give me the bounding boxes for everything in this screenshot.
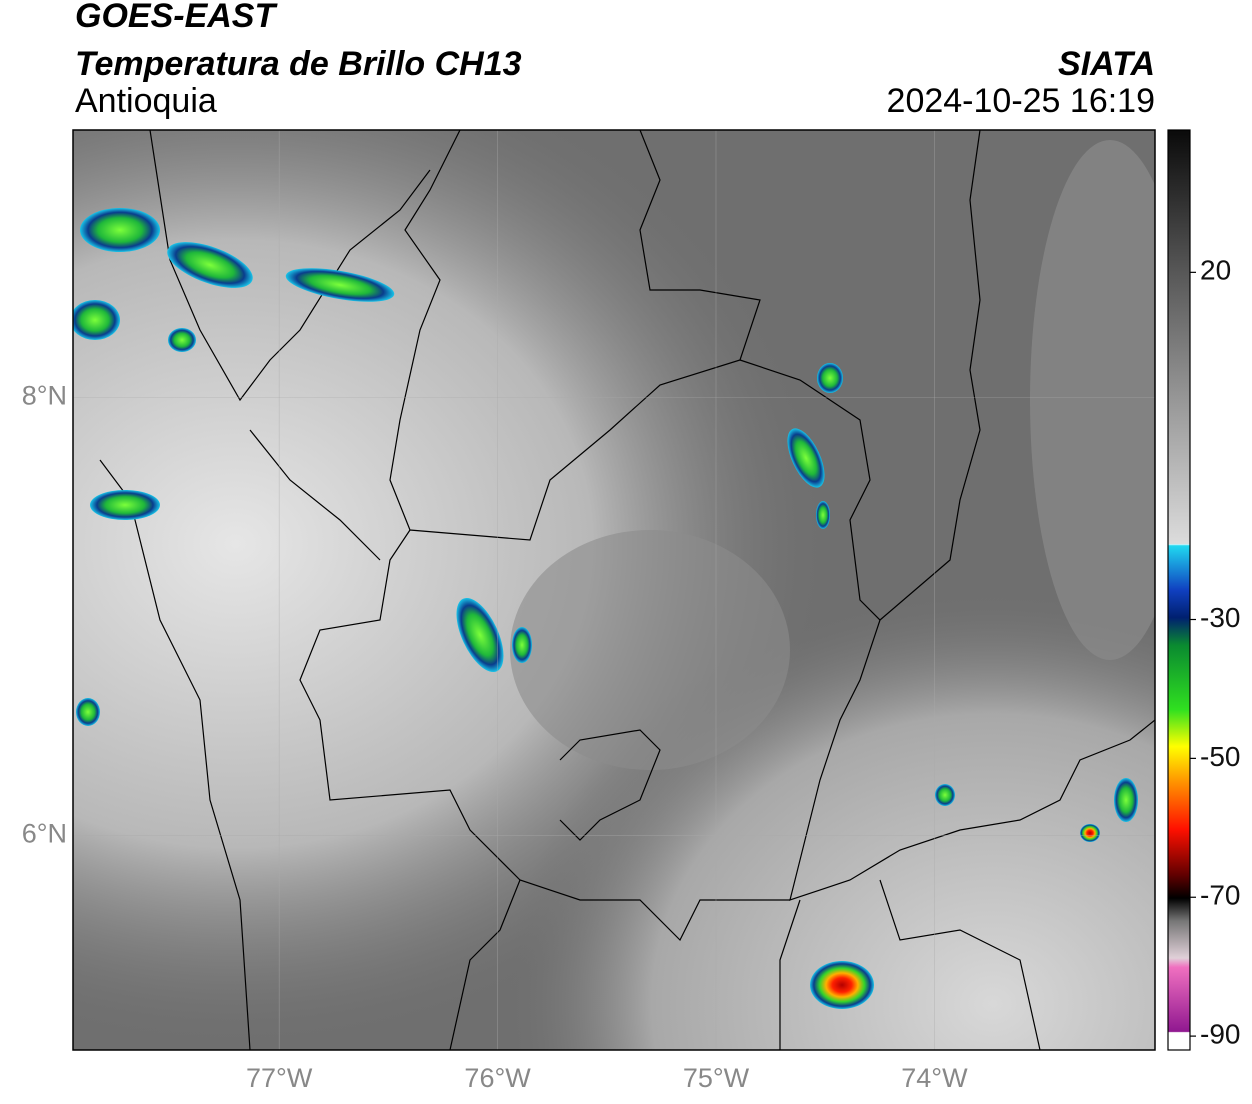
map-image [73, 130, 1155, 1050]
region: Antioquia [75, 82, 217, 120]
graticule [73, 130, 1155, 1050]
axes: 77°W 76°W 75°W 74°W 8°N 6°N 20 -30 -50 -70 -90 [22, 255, 1241, 1093]
lon-label: 74°W [901, 1063, 968, 1093]
colorbar-tick-label: -50 [1200, 741, 1240, 772]
map-frame [72, 129, 1156, 1051]
lon-label: 76°W [464, 1063, 531, 1093]
title: GOES-EAST [75, 0, 278, 35]
colorbar-tick-label: -90 [1200, 1019, 1240, 1050]
colorbar-tick-label: -70 [1200, 880, 1240, 911]
lat-label: 6°N [22, 818, 67, 848]
lon-label: 75°W [683, 1063, 750, 1093]
colorbar [1167, 129, 1191, 1051]
colorbar-tick-label: 20 [1200, 255, 1231, 286]
datetime: 2024-10-25 16:19 [887, 82, 1155, 120]
lon-label: 77°W [246, 1063, 313, 1093]
colorbar-tick-label: -30 [1200, 602, 1240, 633]
lat-label: 8°N [22, 380, 67, 410]
agency: SIATA [1058, 45, 1155, 83]
subtitle: Temperatura de Brillo CH13 [75, 45, 522, 83]
